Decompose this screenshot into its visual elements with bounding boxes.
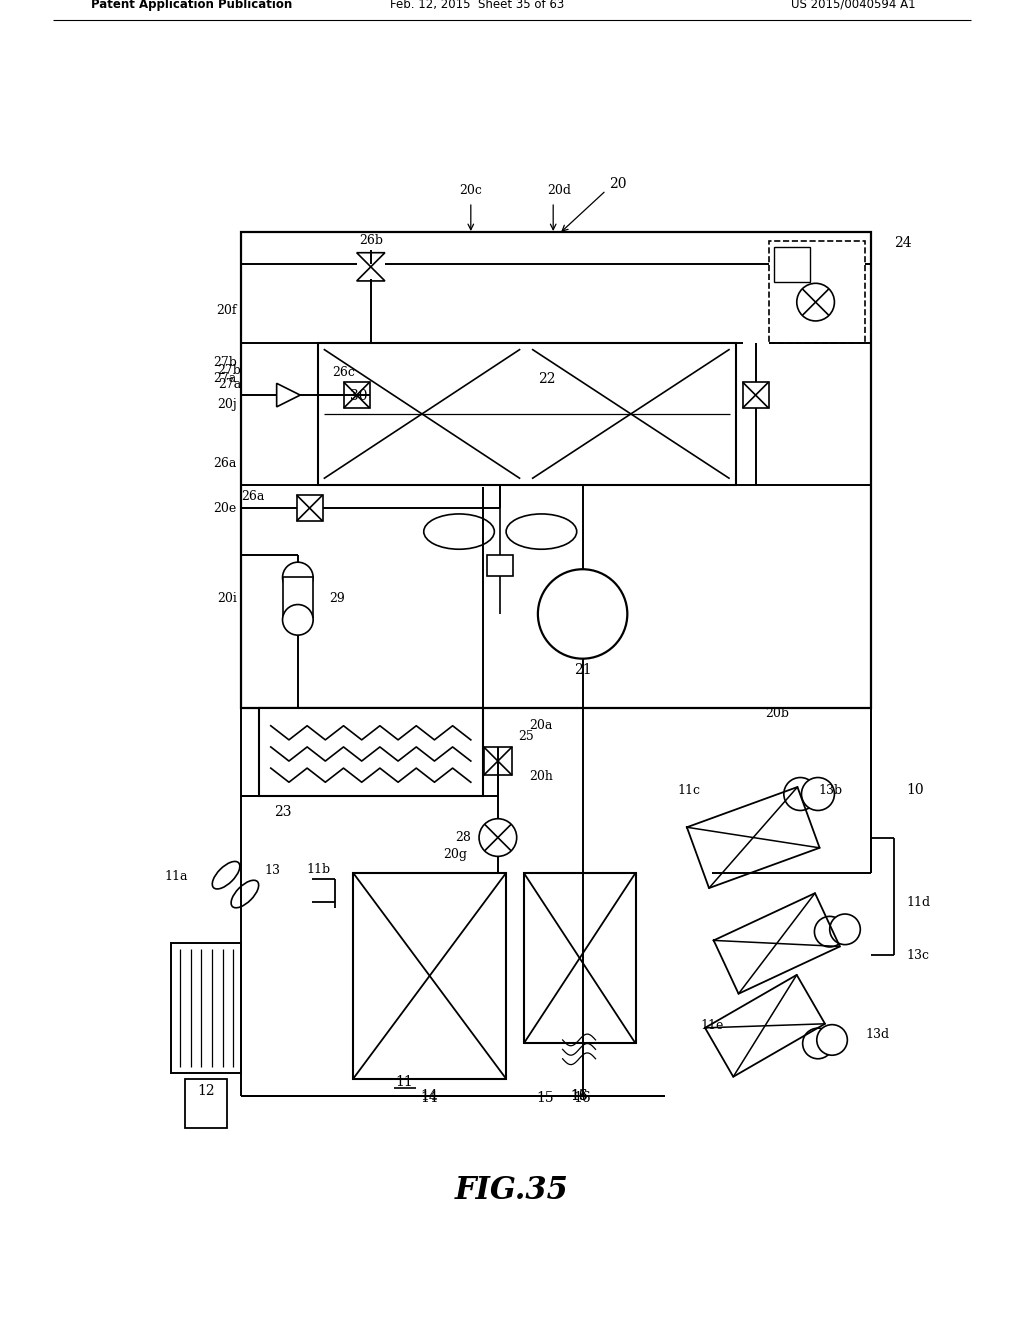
- Text: 11: 11: [395, 1076, 413, 1089]
- Text: 26a: 26a: [213, 457, 237, 470]
- Text: 20e: 20e: [213, 502, 237, 515]
- Bar: [317, 343, 735, 484]
- Text: 29: 29: [330, 593, 345, 605]
- Circle shape: [817, 1024, 848, 1055]
- Text: Patent Application Publication: Patent Application Publication: [91, 0, 292, 11]
- Text: 13: 13: [265, 865, 281, 876]
- Circle shape: [802, 777, 835, 810]
- Circle shape: [479, 818, 517, 857]
- Bar: [242, 231, 870, 708]
- Text: 25: 25: [518, 730, 534, 743]
- Text: 27b: 27b: [213, 355, 237, 368]
- Text: 13c: 13c: [906, 949, 929, 962]
- Text: 21: 21: [573, 664, 592, 677]
- Text: 12: 12: [198, 1084, 215, 1097]
- Text: 26b: 26b: [358, 235, 383, 247]
- Ellipse shape: [231, 880, 259, 908]
- Text: 16: 16: [573, 1090, 592, 1105]
- Text: 20d: 20d: [547, 183, 571, 197]
- Circle shape: [783, 777, 817, 810]
- Text: 27a: 27a: [213, 372, 237, 385]
- Circle shape: [814, 916, 845, 946]
- Bar: [769, 242, 865, 343]
- Text: US 2015/0040594 A1: US 2015/0040594 A1: [791, 0, 915, 11]
- Text: 20i: 20i: [217, 593, 237, 605]
- Bar: [171, 944, 242, 1073]
- Text: 20h: 20h: [529, 770, 554, 783]
- Text: 14: 14: [421, 1090, 438, 1105]
- Circle shape: [829, 913, 860, 945]
- Ellipse shape: [212, 862, 240, 888]
- Text: FIG.35: FIG.35: [455, 1175, 569, 1206]
- Ellipse shape: [506, 513, 577, 549]
- Text: 20b: 20b: [765, 708, 790, 721]
- Circle shape: [797, 284, 835, 321]
- Text: 26a: 26a: [242, 490, 265, 503]
- Text: 13b: 13b: [818, 784, 842, 797]
- Bar: [185, 1078, 227, 1129]
- Text: 20a: 20a: [529, 719, 553, 733]
- Text: 20: 20: [609, 177, 627, 191]
- Circle shape: [538, 569, 628, 659]
- Circle shape: [283, 562, 313, 593]
- Text: Feb. 12, 2015  Sheet 35 of 63: Feb. 12, 2015 Sheet 35 of 63: [389, 0, 564, 11]
- Text: 11b: 11b: [306, 863, 330, 875]
- Text: 14: 14: [421, 1089, 438, 1104]
- Text: 20c: 20c: [460, 183, 482, 197]
- Text: 11a: 11a: [165, 870, 188, 883]
- Bar: [353, 873, 506, 1078]
- Bar: [344, 383, 370, 408]
- Circle shape: [803, 1028, 834, 1059]
- Bar: [742, 383, 769, 408]
- Text: 27a: 27a: [218, 378, 242, 391]
- Text: 20g: 20g: [443, 847, 467, 861]
- Text: 28: 28: [455, 832, 471, 843]
- Bar: [487, 556, 513, 577]
- Text: 20j: 20j: [217, 399, 237, 411]
- Bar: [483, 747, 512, 775]
- Bar: [283, 577, 313, 620]
- Bar: [297, 495, 323, 521]
- Circle shape: [283, 605, 313, 635]
- Bar: [774, 247, 810, 282]
- Ellipse shape: [424, 513, 495, 549]
- Bar: [523, 873, 636, 1044]
- Text: 30: 30: [350, 389, 368, 404]
- Text: 11d: 11d: [906, 896, 931, 908]
- Text: 23: 23: [274, 805, 292, 818]
- Text: 13d: 13d: [865, 1027, 889, 1040]
- Text: 27b: 27b: [217, 364, 242, 378]
- Text: 10: 10: [906, 784, 924, 797]
- Text: 24: 24: [894, 236, 912, 251]
- Text: 16: 16: [570, 1089, 588, 1104]
- Text: 26c: 26c: [333, 366, 355, 379]
- Text: 11e: 11e: [700, 1019, 724, 1032]
- Text: 22: 22: [539, 372, 556, 385]
- Bar: [259, 708, 482, 796]
- Polygon shape: [356, 252, 385, 267]
- Text: 15: 15: [570, 1089, 588, 1104]
- Text: —: —: [359, 1073, 371, 1084]
- Text: 20f: 20f: [216, 304, 237, 317]
- Polygon shape: [356, 267, 385, 281]
- Polygon shape: [276, 383, 300, 407]
- Text: 11c: 11c: [677, 784, 700, 797]
- Text: 15: 15: [537, 1090, 554, 1105]
